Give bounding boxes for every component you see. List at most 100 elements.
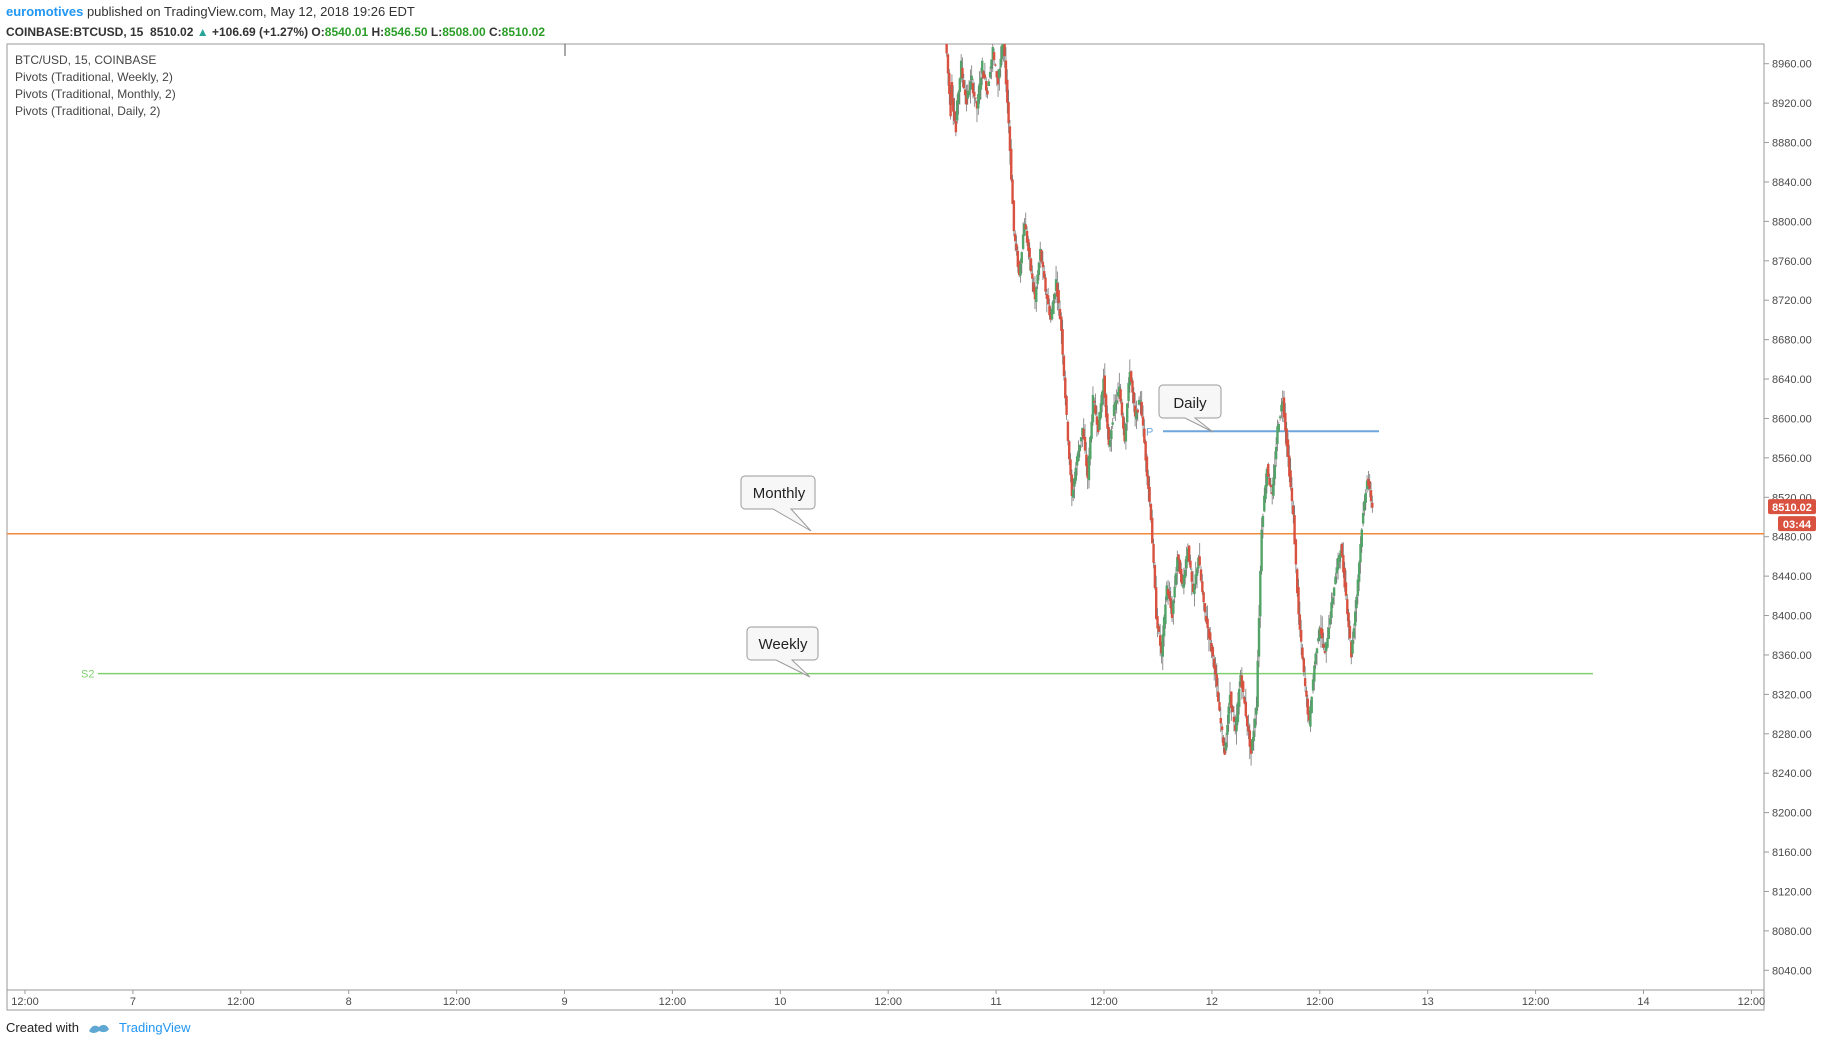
- candle-up[interactable]: [1359, 543, 1362, 563]
- candle-down[interactable]: [1282, 397, 1286, 418]
- candle-up[interactable]: [1000, 45, 1004, 60]
- candle-down[interactable]: [1268, 478, 1271, 485]
- candle-down[interactable]: [1215, 674, 1219, 687]
- candle-up[interactable]: [1020, 252, 1023, 264]
- candle-down[interactable]: [1344, 582, 1348, 596]
- candle-down[interactable]: [1216, 691, 1220, 702]
- candle-up[interactable]: [1224, 742, 1228, 751]
- candle-down[interactable]: [952, 98, 955, 112]
- candle-down[interactable]: [1057, 290, 1060, 304]
- candle-up[interactable]: [1090, 421, 1093, 440]
- candle-up[interactable]: [1331, 597, 1335, 604]
- candle-up[interactable]: [1335, 567, 1338, 574]
- candle-down[interactable]: [1220, 726, 1224, 731]
- candle-up[interactable]: [998, 69, 1001, 79]
- candle-down[interactable]: [1241, 681, 1245, 693]
- candle-up[interactable]: [1328, 618, 1332, 625]
- candle-down[interactable]: [1156, 616, 1159, 629]
- candle-down[interactable]: [1297, 587, 1300, 615]
- candle-down[interactable]: [984, 81, 988, 91]
- candle-up[interactable]: [1357, 562, 1361, 582]
- candle-up[interactable]: [1261, 515, 1265, 527]
- candle-down[interactable]: [1289, 470, 1292, 488]
- candle-down[interactable]: [1169, 597, 1172, 609]
- legend-daily-pivots[interactable]: Pivots (Traditional, Daily, 2): [15, 104, 160, 118]
- candle-down[interactable]: [982, 71, 985, 79]
- candle-down[interactable]: [1106, 413, 1109, 429]
- candle-up[interactable]: [1363, 501, 1366, 511]
- candle-up[interactable]: [1185, 556, 1188, 569]
- candle-up[interactable]: [1336, 557, 1340, 570]
- candle-down[interactable]: [1033, 287, 1037, 300]
- candle-up[interactable]: [970, 75, 973, 81]
- candle-up[interactable]: [1272, 477, 1275, 496]
- candle-down[interactable]: [1151, 517, 1154, 544]
- candle-up[interactable]: [1276, 426, 1279, 444]
- candle-down[interactable]: [1123, 427, 1126, 442]
- candle-up[interactable]: [1361, 512, 1365, 524]
- candle-down[interactable]: [1049, 314, 1052, 320]
- candles[interactable]: [945, 44, 1374, 766]
- candle-up[interactable]: [987, 81, 991, 87]
- candle-down[interactable]: [1025, 230, 1029, 243]
- candle-down[interactable]: [1343, 567, 1346, 588]
- candle-up[interactable]: [1327, 627, 1331, 639]
- candle-up[interactable]: [979, 77, 983, 90]
- candle-down[interactable]: [1198, 556, 1201, 566]
- candle-up[interactable]: [1317, 637, 1320, 642]
- candle-up[interactable]: [1257, 617, 1261, 657]
- candle-up[interactable]: [988, 71, 992, 78]
- candle-up[interactable]: [1278, 416, 1282, 418]
- candle-down[interactable]: [1129, 371, 1133, 382]
- candle-down[interactable]: [992, 52, 996, 61]
- candle-up[interactable]: [1099, 403, 1103, 419]
- candle-down[interactable]: [961, 67, 964, 79]
- candle-down[interactable]: [1032, 282, 1035, 292]
- candle-down[interactable]: [1119, 389, 1122, 402]
- candle-down[interactable]: [1210, 642, 1213, 653]
- candle-down[interactable]: [1016, 250, 1020, 268]
- candle-up[interactable]: [1115, 400, 1118, 404]
- candle-down[interactable]: [1191, 583, 1195, 593]
- candle-down[interactable]: [963, 89, 967, 96]
- candle-down[interactable]: [1371, 502, 1374, 508]
- candle-up[interactable]: [1053, 293, 1056, 300]
- candle-down[interactable]: [1158, 635, 1162, 646]
- candle-up[interactable]: [1124, 423, 1128, 442]
- candle-down[interactable]: [1368, 481, 1371, 489]
- candle-up[interactable]: [1255, 707, 1258, 715]
- candle-up[interactable]: [1183, 569, 1187, 578]
- candle-down[interactable]: [996, 76, 1000, 85]
- candle-down[interactable]: [945, 44, 948, 54]
- candle-up[interactable]: [1318, 627, 1321, 639]
- candle-down[interactable]: [971, 82, 975, 94]
- candle-down[interactable]: [1201, 581, 1204, 593]
- candle-down[interactable]: [1012, 200, 1016, 232]
- candle-down[interactable]: [1212, 658, 1216, 669]
- candle-down[interactable]: [1153, 565, 1157, 588]
- candle-up[interactable]: [1073, 478, 1076, 487]
- candle-down[interactable]: [1120, 402, 1124, 416]
- candle-down[interactable]: [1122, 416, 1125, 429]
- candle-up[interactable]: [1253, 718, 1257, 728]
- candle-down[interactable]: [975, 101, 979, 109]
- candle-up[interactable]: [1227, 706, 1230, 724]
- candle-down[interactable]: [994, 64, 997, 66]
- candle-up[interactable]: [991, 47, 994, 60]
- candle-down[interactable]: [946, 54, 950, 74]
- candle-down[interactable]: [1240, 675, 1244, 689]
- candle-down[interactable]: [1294, 539, 1298, 565]
- candle-down[interactable]: [1027, 239, 1030, 251]
- candle-down[interactable]: [953, 111, 956, 121]
- candle-down[interactable]: [962, 80, 965, 89]
- candle-down[interactable]: [1008, 126, 1012, 151]
- candle-down[interactable]: [1015, 243, 1018, 251]
- candle-down[interactable]: [1296, 569, 1299, 594]
- candle-down[interactable]: [1155, 587, 1158, 619]
- candle-up[interactable]: [1165, 585, 1168, 601]
- candle-up[interactable]: [1326, 637, 1329, 648]
- candle-down[interactable]: [1234, 725, 1237, 731]
- candle-up[interactable]: [1173, 586, 1176, 598]
- candle-up[interactable]: [1313, 665, 1316, 682]
- candle-down[interactable]: [1060, 316, 1063, 331]
